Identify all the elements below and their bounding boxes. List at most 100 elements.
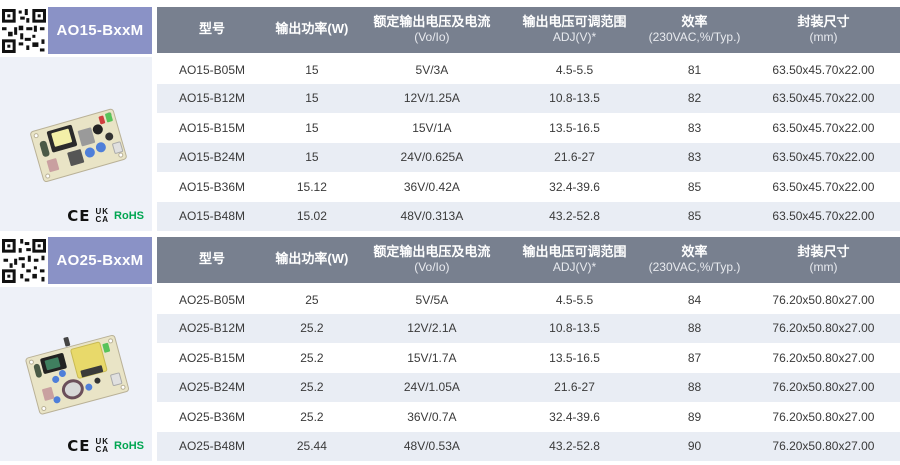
product-image-ao15 xyxy=(30,108,127,183)
dimensions-cell: 63.50x45.70x22.00 xyxy=(772,209,875,224)
rohs-label: RoHS xyxy=(114,210,144,222)
voltage-current-cell: 15V/1A xyxy=(412,120,452,135)
table-row: AO15-B05M 15 5V/3A 4.5-5.5 81 63.50x45.70x22.… xyxy=(157,54,900,84)
efficiency-cell: 88 xyxy=(687,321,702,336)
series-section-ao15: AO15-BxxM xyxy=(0,7,900,231)
voltage-current-cell: 15V/1.7A xyxy=(407,350,457,365)
ukca-mark-icon: UK CA xyxy=(95,207,110,224)
ce-mark-icon: CE xyxy=(67,437,91,455)
voltage-current-cell: 36V/0.7A xyxy=(407,409,457,424)
dimensions-cell: 76.20x50.80x27.00 xyxy=(772,380,875,395)
model-cell: AO15-B05M xyxy=(178,62,245,77)
series-section-ao25: AO25-BxxM xyxy=(0,237,900,461)
table-row: AO25-B15M 25.2 15V/1.7A 13.5-16.5 87 76.20x50… xyxy=(157,343,900,373)
output-power-cell: 25.44 xyxy=(296,439,327,454)
adj-range-cell: 10.8-13.5 xyxy=(549,321,600,336)
column-header-efficiency: 效率 (230VAC,%/Typ.) xyxy=(642,7,747,56)
efficiency-cell: 84 xyxy=(687,292,702,307)
series-title: AO15-BxxM xyxy=(48,7,152,54)
dimensions-cell: 63.50x45.70x22.00 xyxy=(772,91,875,106)
model-cell: AO15-B48M xyxy=(178,209,245,224)
output-power-cell: 15.02 xyxy=(296,209,327,224)
spec-table-ao15: 型号 输出功率(W) 额定输出电压及电流 (Vo/Io) 输出电压可调范围 ADJ(… xyxy=(157,7,900,231)
certification-marks: CE UK CA RoHS xyxy=(67,437,144,455)
dimensions-cell: 63.50x45.70x22.00 xyxy=(772,150,875,165)
model-cell: AO25-B15M xyxy=(178,350,245,365)
ce-mark-icon: CE xyxy=(67,207,91,225)
adj-range-cell: 32.4-39.6 xyxy=(549,179,600,194)
output-power-cell: 15 xyxy=(305,150,319,165)
column-header-dimensions: 封装尺寸 (mm) xyxy=(746,237,900,286)
qr-code-icon xyxy=(2,238,46,283)
table-row: AO25-B36M 25.2 36V/0.7A 32.4-39.6 89 76.20x50… xyxy=(157,402,900,432)
voltage-current-cell: 24V/0.625A xyxy=(400,150,464,165)
table-row: AO25-B12M 25.2 12V/2.1A 10.8-13.5 88 76.20x50… xyxy=(157,313,900,343)
output-power-cell: 25.2 xyxy=(300,409,324,424)
qr-code xyxy=(0,237,48,284)
dimensions-cell: 63.50x45.70x22.00 xyxy=(772,120,875,135)
column-header-dimensions: 封装尺寸 (mm) xyxy=(746,7,900,56)
series-title: AO25-BxxM xyxy=(48,237,152,284)
adj-range-cell: 10.8-13.5 xyxy=(549,91,600,106)
adj-range-cell: 32.4-39.6 xyxy=(549,409,600,424)
model-cell: AO25-B12M xyxy=(178,321,245,336)
table-header-row: 型号 输出功率(W) 额定输出电压及电流 (Vo/Io) 输出电压可调范围 ADJ(… xyxy=(157,7,900,56)
left-panel-header: AO25-BxxM xyxy=(0,237,152,284)
column-header-model: 型号 xyxy=(157,237,267,286)
model-cell: AO25-B36M xyxy=(178,409,245,424)
table-row: AO25-B24M 25.2 24V/1.05A 21.6-27 88 76.20x50.… xyxy=(157,372,900,402)
voltage-current-cell: 48V/0.53A xyxy=(403,439,460,454)
product-panel: CE UK CA RoHS xyxy=(0,57,152,231)
model-cell: AO15-B24M xyxy=(178,150,245,165)
adj-range-cell: 21.6-27 xyxy=(554,150,595,165)
left-panel-header: AO15-BxxM xyxy=(0,7,152,54)
column-header-efficiency: 效率 (230VAC,%/Typ.) xyxy=(642,237,747,286)
voltage-current-cell: 5V/3A xyxy=(415,62,449,77)
left-panel: AO15-BxxM xyxy=(0,7,152,231)
efficiency-cell: 89 xyxy=(687,409,702,424)
adj-range-cell: 4.5-5.5 xyxy=(555,62,594,77)
adj-range-cell: 21.6-27 xyxy=(554,380,595,395)
spec-table-ao25: 型号 输出功率(W) 额定输出电压及电流 (Vo/Io) 输出电压可调范围 ADJ(… xyxy=(157,237,900,461)
efficiency-cell: 82 xyxy=(687,91,702,106)
output-power-cell: 25.2 xyxy=(300,350,324,365)
certification-marks: CE UK CA RoHS xyxy=(67,207,144,225)
product-panel: CE UK CA RoHS xyxy=(0,287,152,461)
adj-range-cell: 43.2-52.8 xyxy=(549,209,600,224)
efficiency-cell: 85 xyxy=(687,209,702,224)
rohs-label: RoHS xyxy=(114,440,144,452)
output-power-cell: 25.2 xyxy=(300,321,324,336)
model-cell: AO25-B24M xyxy=(178,380,245,395)
efficiency-cell: 88 xyxy=(687,380,702,395)
column-header-model: 型号 xyxy=(157,7,267,56)
column-header-output-power: 输出功率(W) xyxy=(266,237,357,286)
table-row: AO15-B12M 15 12V/1.25A 10.8-13.5 82 63.50x45.… xyxy=(157,83,900,113)
table-row: AO25-B05M 25 5V/5A 4.5-5.5 84 76.20x50.80x27.… xyxy=(157,284,900,314)
model-cell: AO15-B12M xyxy=(178,91,245,106)
voltage-current-cell: 48V/0.313A xyxy=(400,209,464,224)
column-header-adj-range: 输出电压可调范围 ADJ(V)* xyxy=(506,237,643,286)
table-header-row: 型号 输出功率(W) 额定输出电压及电流 (Vo/Io) 输出电压可调范围 ADJ(… xyxy=(157,237,900,286)
dimensions-cell: 76.20x50.80x27.00 xyxy=(772,321,875,336)
voltage-current-cell: 5V/5A xyxy=(415,292,449,307)
dimensions-cell: 76.20x50.80x27.00 xyxy=(772,439,875,454)
voltage-current-cell: 12V/2.1A xyxy=(407,321,457,336)
output-power-cell: 15 xyxy=(305,120,319,135)
adj-range-cell: 4.5-5.5 xyxy=(555,292,594,307)
efficiency-cell: 83 xyxy=(687,120,702,135)
qr-code xyxy=(0,7,48,54)
column-header-voltage-current: 额定输出电压及电流 (Vo/Io) xyxy=(356,237,507,286)
efficiency-cell: 85 xyxy=(687,179,702,194)
efficiency-cell: 90 xyxy=(687,439,702,454)
voltage-current-cell: 24V/1.05A xyxy=(403,380,460,395)
voltage-current-cell: 12V/1.25A xyxy=(403,91,460,106)
table-row: AO15-B15M 15 15V/1A 13.5-16.5 83 63.50x45.70x… xyxy=(157,113,900,143)
table-row: AO15-B36M 15.12 36V/0.42A 32.4-39.6 85 63.50x… xyxy=(157,172,900,202)
model-cell: AO15-B15M xyxy=(178,120,245,135)
column-header-voltage-current: 额定输出电压及电流 (Vo/Io) xyxy=(356,7,507,56)
table-row: AO25-B48M 25.44 48V/0.53A 43.2-52.8 90 76.20x… xyxy=(157,431,900,461)
dimensions-cell: 76.20x50.80x27.00 xyxy=(772,409,875,424)
column-header-output-power: 输出功率(W) xyxy=(266,7,357,56)
table-row: AO15-B48M 15.02 48V/0.313A 43.2-52.8 85 63.50… xyxy=(157,201,900,231)
output-power-cell: 15 xyxy=(305,62,319,77)
